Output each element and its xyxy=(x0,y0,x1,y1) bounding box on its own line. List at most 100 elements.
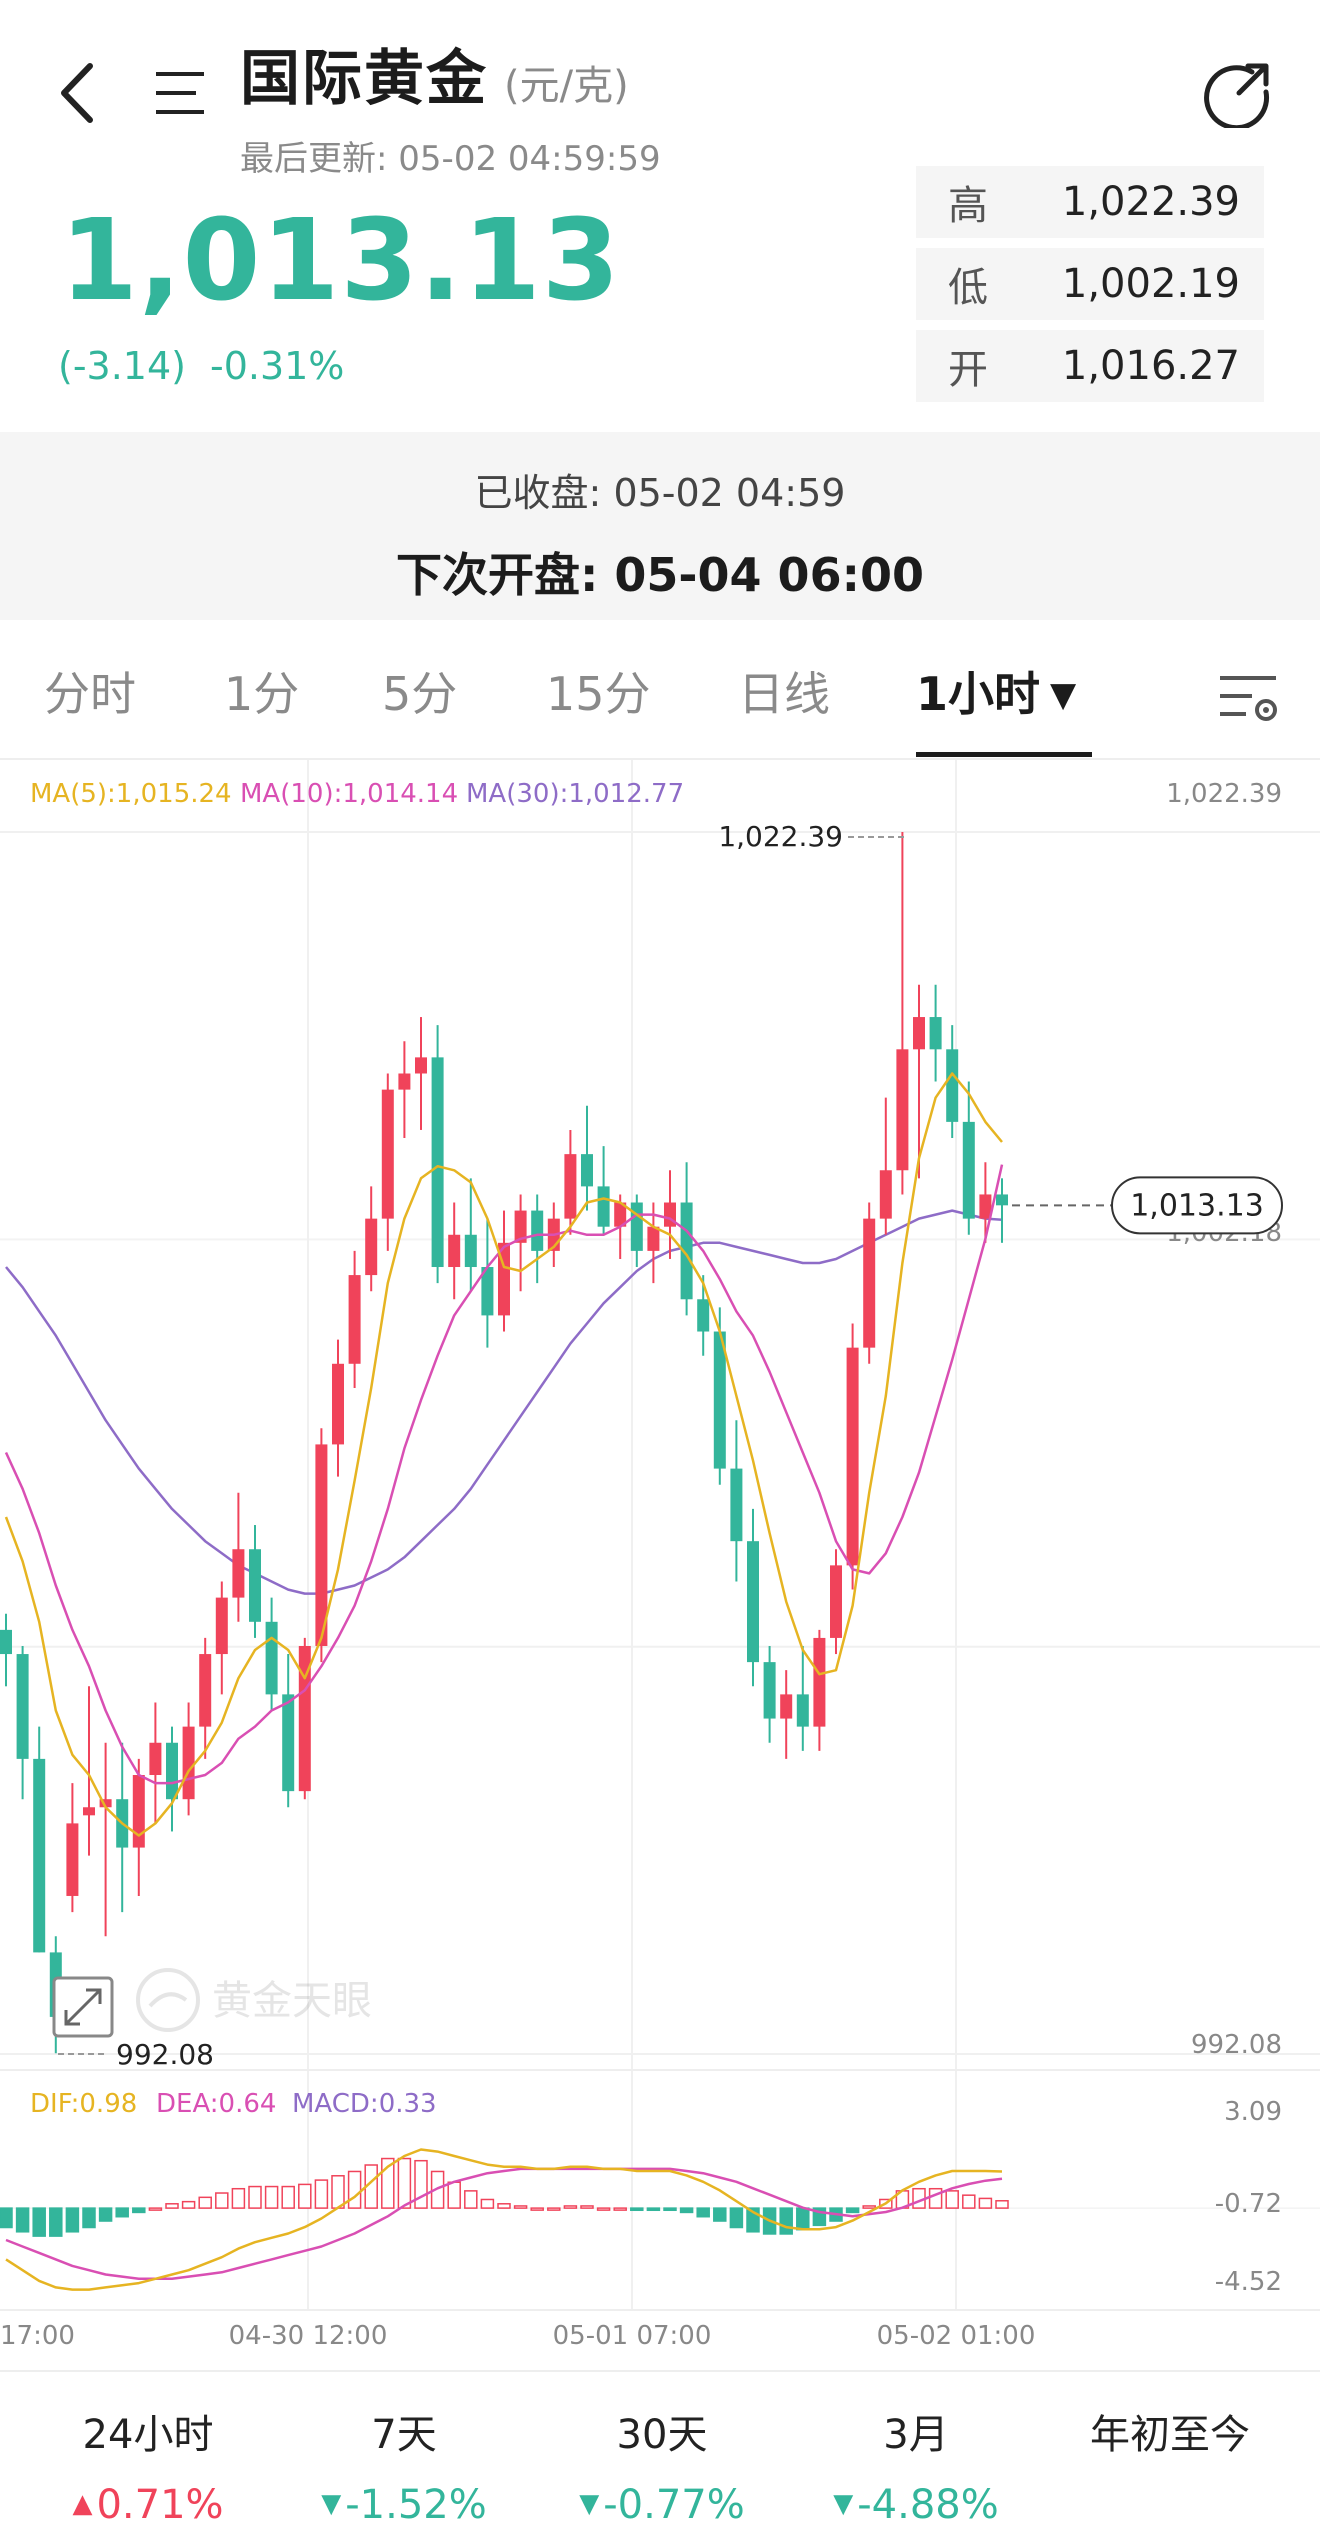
period-value: ▲ 0.71% xyxy=(18,2482,278,2528)
candle-body xyxy=(879,1170,892,1219)
macd-bar xyxy=(580,2205,594,2209)
stat-low-value: 1,002.19 xyxy=(1061,261,1240,307)
macd-bar xyxy=(430,2170,445,2209)
tab-1min[interactable]: 1分 xyxy=(224,667,300,721)
macd-bar xyxy=(480,2198,495,2209)
candle-body xyxy=(132,1775,145,1848)
header: 国际黄金 (元/克) 最后更新: 05-02 04:59:59 xyxy=(0,0,1320,179)
menu-icon[interactable] xyxy=(150,68,210,118)
period-value-text: 0.71% xyxy=(96,2482,224,2528)
macd-bar xyxy=(115,2207,129,2218)
market-closed: 已收盘: 05-02 04:59 xyxy=(0,462,1320,517)
macd-bar xyxy=(65,2207,80,2233)
macd-bar xyxy=(0,2207,13,2229)
tab-1hour[interactable]: 1小时 ▼ xyxy=(916,658,1076,724)
macd-bar xyxy=(563,2205,578,2209)
next-open-time: 05-04 06:00 xyxy=(614,548,924,602)
candle-body xyxy=(680,1202,693,1300)
period-label: 30天 xyxy=(616,2412,708,2458)
title-block: 国际黄金 (元/克) 最后更新: 05-02 04:59:59 xyxy=(240,30,661,180)
caret-down-icon: ▼ xyxy=(1050,675,1077,715)
candle-body xyxy=(597,1186,610,1227)
period-ytd[interactable]: 年初至今 xyxy=(1040,2402,1300,2482)
macd-bar xyxy=(231,2187,246,2209)
candle-body xyxy=(846,1347,859,1566)
share-icon[interactable] xyxy=(1204,58,1274,131)
macd-bar xyxy=(397,2157,412,2209)
triangle-down-icon: ▼ xyxy=(579,2489,600,2519)
candle-body xyxy=(996,1194,1008,1206)
macd-bar xyxy=(679,2207,694,2214)
macd-bar xyxy=(181,2200,196,2209)
candle-body xyxy=(697,1299,710,1332)
candle-body xyxy=(979,1194,992,1219)
legend-ma30: MA(30):1,012.77 xyxy=(466,779,684,809)
candle-body xyxy=(66,1823,79,1896)
macd-bar xyxy=(613,2207,627,2211)
stat-low: 低 1,002.19 xyxy=(916,248,1264,320)
candle-body xyxy=(962,1121,975,1219)
candle-body xyxy=(381,1089,394,1219)
kline-chart[interactable]: MA(5):1,015.24 MA(10):1,014.14 MA(30):1,… xyxy=(0,760,1320,2350)
tab-timeshare[interactable]: 分时 xyxy=(44,667,136,721)
expand-icon[interactable] xyxy=(52,1976,114,2038)
page-title: 国际黄金 xyxy=(240,44,488,114)
period-value: ▼ -0.77% xyxy=(532,2482,792,2528)
macd-bar xyxy=(464,2190,478,2209)
market-status: 已收盘: 05-02 04:59 下次开盘: 05-04 06:00 xyxy=(0,432,1320,620)
macd-bar xyxy=(845,2207,860,2214)
candle-body xyxy=(298,1645,311,1792)
macd-bar xyxy=(264,2185,279,2209)
next-open-label: 下次开盘: xyxy=(396,548,599,602)
candle-body xyxy=(232,1549,245,1598)
macd-bar xyxy=(165,2203,179,2209)
candle-body xyxy=(315,1444,328,1646)
watermark: 黄金天眼 xyxy=(136,1968,372,2032)
macd-bar xyxy=(447,2181,461,2209)
back-icon[interactable] xyxy=(50,58,110,128)
macd-bar xyxy=(663,2207,677,2212)
macd-bar xyxy=(513,2205,528,2209)
tab-5min[interactable]: 5分 xyxy=(382,667,458,721)
legend-macd: MACD:0.33 xyxy=(292,2089,437,2119)
macd-bar xyxy=(132,2207,146,2214)
candle-body xyxy=(215,1597,228,1655)
candle-body xyxy=(16,1654,29,1759)
price-change-pct: -0.31% xyxy=(209,344,345,388)
price-change-abs: (-3.14) xyxy=(58,344,186,388)
macd-bar xyxy=(978,2197,993,2209)
period-24h[interactable]: 24小时 ▲ 0.71% xyxy=(18,2402,278,2528)
period-3m[interactable]: 3月 ▼ -4.88% xyxy=(786,2402,1046,2528)
tab-daily[interactable]: 日线 xyxy=(738,667,830,721)
stat-low-label: 低 xyxy=(948,265,988,311)
candle-body xyxy=(282,1694,295,1792)
macd-bar xyxy=(281,2185,295,2209)
candle-body xyxy=(33,1758,46,1953)
candle-body xyxy=(0,1629,12,1655)
macd-bar xyxy=(596,2207,611,2211)
macd-bar xyxy=(148,2207,163,2211)
macd-bar xyxy=(630,2207,644,2212)
triangle-down-icon: ▼ xyxy=(833,2489,854,2519)
stat-open-label: 开 xyxy=(948,347,988,393)
tab-1hour-label: 1小时 xyxy=(916,667,1041,721)
macd-bar xyxy=(248,2185,262,2209)
tab-15min[interactable]: 15分 xyxy=(546,667,651,721)
high-marker-label: 1,022.39 xyxy=(718,820,843,853)
macd-bar xyxy=(497,2203,511,2209)
last-updated-label: 最后更新: xyxy=(240,139,388,179)
interval-tabs: 分时 1分 5分 15分 日线 1小时 ▼ xyxy=(0,640,1320,760)
watermark-text: 黄金天眼 xyxy=(212,1978,372,2024)
candle-body xyxy=(929,1017,942,1050)
chart-settings-icon[interactable] xyxy=(1216,670,1282,730)
candle-body xyxy=(431,1057,444,1268)
macd-bar xyxy=(82,2207,96,2229)
period-7d[interactable]: 7天 ▼ -1.52% xyxy=(274,2402,534,2528)
x-tick-label: 17:00 xyxy=(0,2321,75,2350)
dif-line xyxy=(5,2148,1003,2291)
macd-bar xyxy=(414,2159,428,2209)
candle-body xyxy=(531,1210,544,1251)
period-30d[interactable]: 30天 ▼ -0.77% xyxy=(532,2402,792,2528)
kline-chart-svg: MA(5):1,015.24 MA(10):1,014.14 MA(30):1,… xyxy=(0,760,1320,2350)
period-value-text: -0.77% xyxy=(603,2482,745,2528)
